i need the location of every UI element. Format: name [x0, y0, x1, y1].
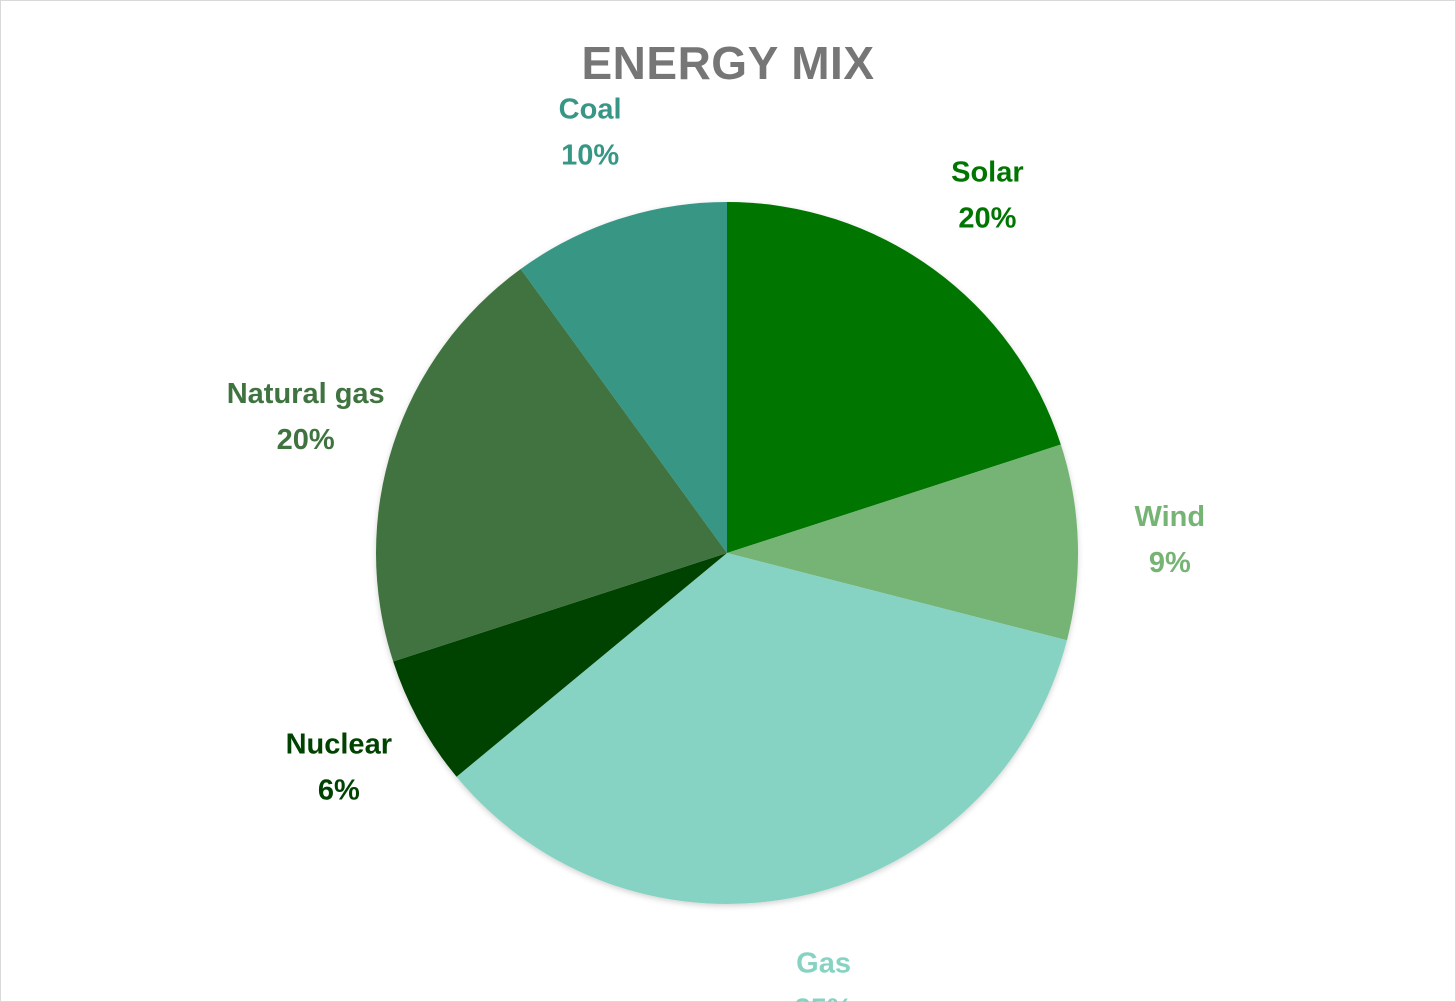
data-label-wind: Wind 9% [1134, 501, 1205, 579]
pie-slice-natural-gas [376, 269, 727, 662]
data-label-value: 35% [795, 993, 853, 1002]
data-label-category: Solar [951, 157, 1024, 189]
data-label-value: 6% [318, 774, 360, 806]
data-label-value: 20% [958, 203, 1016, 235]
data-label-category: Coal [559, 94, 622, 126]
data-label-value: 9% [1149, 547, 1191, 579]
data-label-category: Nuclear [286, 728, 392, 760]
pie-slice-coal [520, 202, 727, 553]
pie-slice-nuclear [393, 553, 727, 777]
pie-slice-gas [456, 553, 1067, 905]
chart-title: ENERGY MIX [581, 37, 875, 89]
data-label-category: Natural gas [227, 378, 385, 410]
data-label-category: Gas [796, 947, 851, 979]
pie-slices [376, 202, 1078, 905]
data-label-solar: Solar 20% [951, 157, 1024, 235]
pie-slice-wind [727, 444, 1078, 641]
data-label-value: 10% [561, 140, 619, 172]
pie-data-labels: Solar 20% Wind 9% Gas 35% Nuclear 6% Natural gas… [227, 94, 1205, 1002]
data-label-gas: Gas 35% [795, 947, 853, 1002]
data-label-nuclear: Nuclear 6% [286, 728, 392, 806]
data-label-value: 20% [277, 424, 335, 456]
data-label-coal: Coal 10% [559, 94, 622, 172]
data-label-category: Wind [1134, 501, 1205, 533]
pie-slice-solar [727, 202, 1061, 553]
data-label-natural-gas: Natural gas 20% [227, 378, 385, 456]
